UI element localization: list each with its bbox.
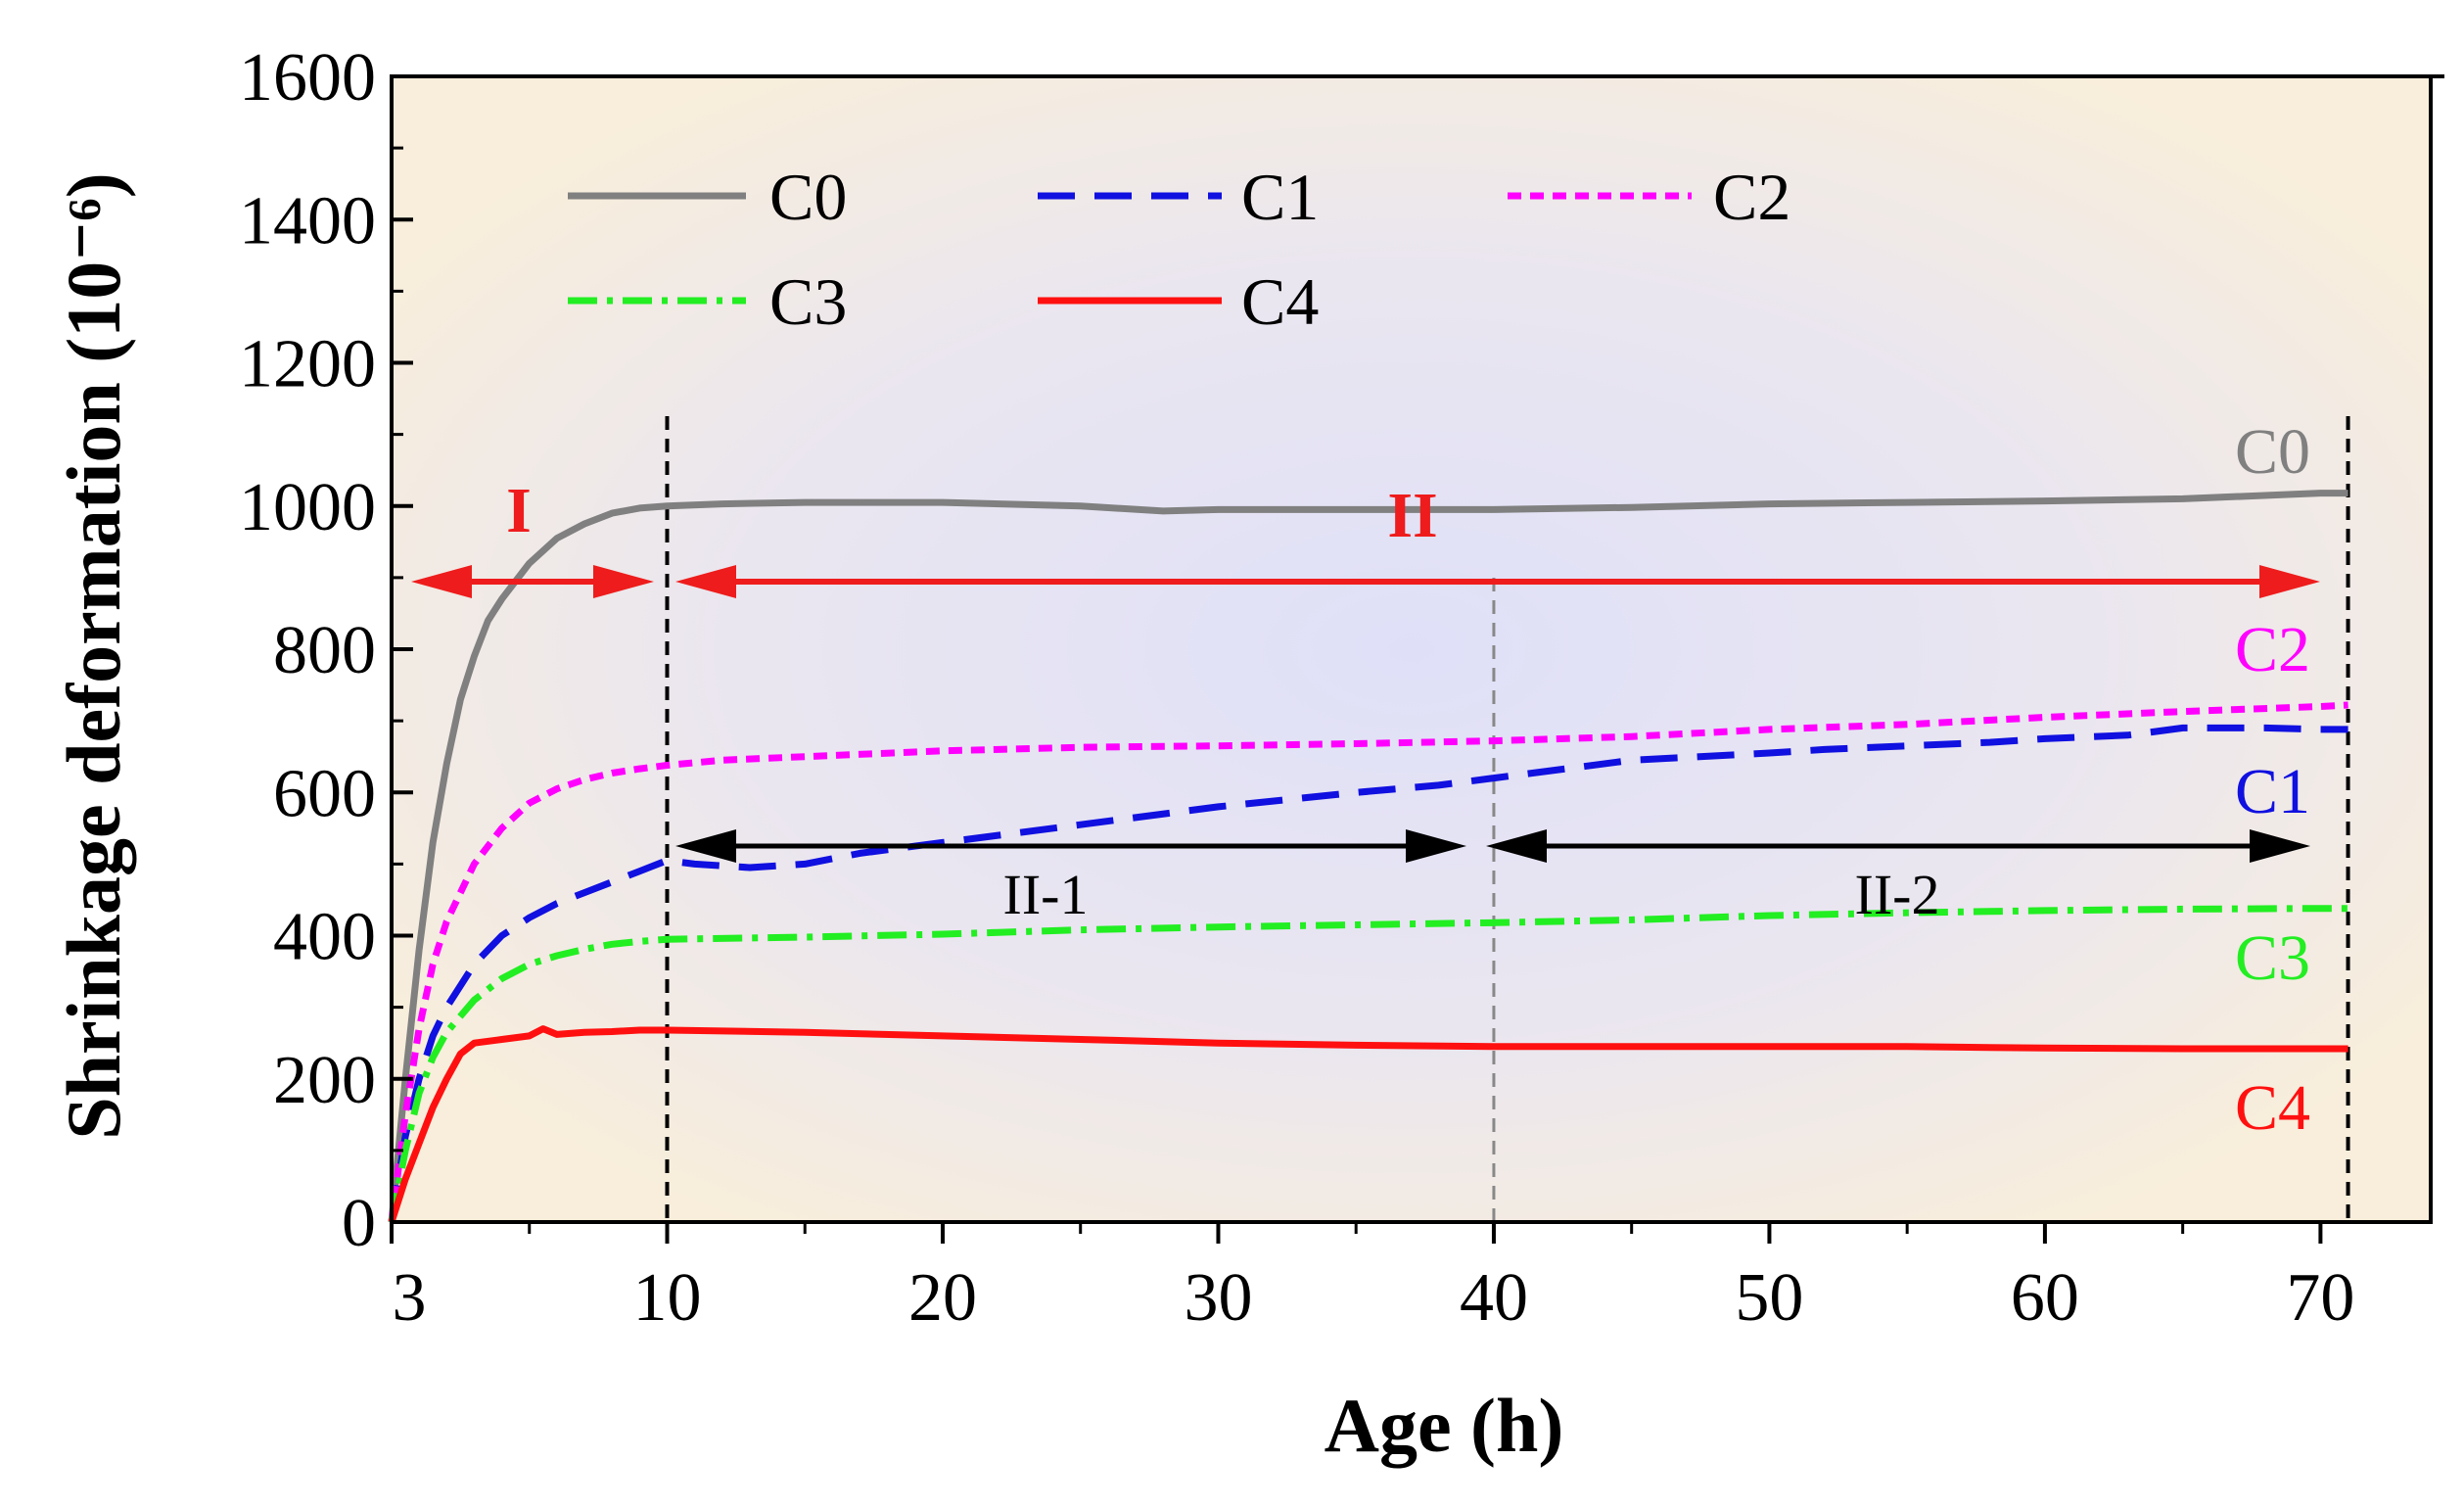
stage-ii-label: II — [1387, 480, 1437, 551]
axis-ticks: 0 200 400 600 800 1000 1200 1400 1600 3 10 20 30 40 50… — [239, 40, 2354, 1336]
arrow-stage-ii-1-head-left — [675, 829, 736, 863]
y-tick-label-200: 200 — [273, 1043, 376, 1118]
x-tick-label-60: 60 — [2011, 1260, 2079, 1336]
end-label-c1: C1 — [2235, 756, 2310, 827]
end-label-c4: C4 — [2235, 1072, 2310, 1144]
y-tick-label-1600: 1600 — [239, 40, 376, 116]
legend: C0 C1 C2 C3 C4 — [568, 160, 1790, 339]
x-tick-label-50: 50 — [1735, 1260, 1803, 1336]
series-line-c2 — [388, 701, 2348, 1223]
arrow-stage-i-head-right — [593, 565, 654, 598]
x-tick-label-40: 40 — [1460, 1260, 1528, 1336]
stage-ii-2-label: II-2 — [1855, 863, 1940, 926]
end-label-c2: C2 — [2235, 614, 2310, 685]
arrow-stage-ii-head-left — [675, 565, 736, 598]
x-axis-title: Age (h) — [1325, 1383, 1564, 1468]
series-line-c0 — [388, 490, 2348, 1223]
y-tick-label-400: 400 — [273, 900, 376, 975]
y-tick-label-0: 0 — [342, 1186, 376, 1261]
arrow-stage-ii-2-head-right — [2250, 829, 2310, 863]
y-axis-title: Shrinkage deformation (10⁻⁶) — [51, 172, 136, 1140]
legend-label-c2: C2 — [1713, 160, 1790, 234]
arrow-stage-ii-head-right — [2259, 565, 2320, 598]
series-line-c1 — [388, 724, 2348, 1223]
x-tick-label-70: 70 — [2286, 1260, 2354, 1336]
legend-label-c3: C3 — [769, 264, 847, 339]
legend-label-c4: C4 — [1241, 264, 1319, 339]
x-tick-label-3: 3 — [393, 1260, 427, 1336]
x-tick-label-10: 10 — [632, 1260, 701, 1336]
stage-boundaries — [665, 416, 2350, 1222]
x-tick-label-30: 30 — [1184, 1260, 1252, 1336]
stage-ii-1-label: II-1 — [1003, 863, 1089, 926]
series-layer — [388, 490, 2348, 1224]
x-tick-label-20: 20 — [908, 1260, 977, 1336]
end-label-c0: C0 — [2235, 416, 2310, 488]
stage-i-label: I — [506, 475, 532, 546]
end-label-c3: C3 — [2235, 922, 2310, 994]
legend-label-c1: C1 — [1241, 160, 1319, 234]
arrow-stage-i-head-left — [411, 565, 472, 598]
y-tick-label-1200: 1200 — [239, 327, 376, 402]
y-tick-label-1000: 1000 — [239, 470, 376, 545]
y-tick-label-800: 800 — [273, 613, 376, 688]
arrow-stage-ii-1-head-right — [1406, 829, 1466, 863]
y-tick-label-600: 600 — [273, 756, 376, 831]
stage-arrows — [411, 565, 2320, 863]
series-line-c4 — [388, 1025, 2348, 1224]
legend-label-c0: C0 — [769, 160, 847, 234]
y-tick-label-1400: 1400 — [239, 183, 376, 259]
arrow-stage-ii-2-head-left — [1486, 829, 1547, 863]
series-line-c3 — [388, 905, 2348, 1223]
